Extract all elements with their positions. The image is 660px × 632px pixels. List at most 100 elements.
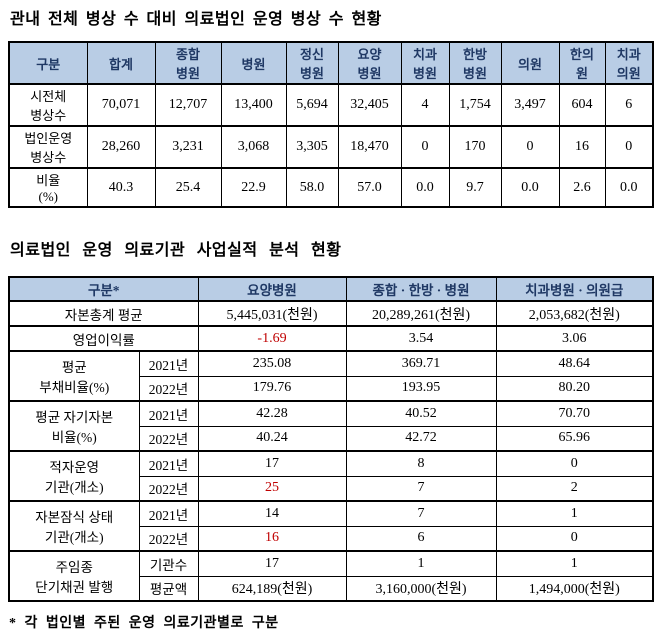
- table1-col-header: 치과 병원: [400, 41, 450, 85]
- table1-col-header: 한방 병원: [448, 41, 502, 85]
- table2-cell: 17: [197, 550, 347, 577]
- table1-cell: 0: [500, 125, 560, 169]
- table1-cell: 25.4: [154, 167, 222, 208]
- table1-col-header: 구분: [8, 41, 88, 85]
- row-capital-total-average: 자본총계 평균 5,445,031(천원) 20,289,261(천원) 2,0…: [8, 300, 654, 327]
- row-operating-profit-ratio: 영업이익률 -1.69 3.54 3.06: [8, 325, 654, 352]
- table1-cell: 3,305: [285, 125, 339, 169]
- table1-cell: 0: [400, 125, 450, 169]
- table2-col-header: 종합 · 한방 · 병원: [345, 276, 497, 302]
- table1-cell: 16: [558, 125, 606, 169]
- table1-cell: 22.9: [220, 167, 287, 208]
- table1-cell: 2.6: [558, 167, 606, 208]
- table2-cell: 235.08: [197, 350, 347, 377]
- table2-cell: 0: [495, 525, 654, 552]
- row-equity-ratio-2022: 2022년 40.24 42.72 65.96: [9, 425, 654, 452]
- table2-cell: 2: [495, 475, 654, 502]
- table2-cell: 20,289,261(천원): [345, 300, 497, 327]
- row-deficit-orgs-2022: 2022년 25 7 2: [9, 475, 654, 502]
- row-deficit-orgs-2021: 적자운영 기관(개소) 2021년 17 8 0: [8, 450, 654, 502]
- table2-cell-negative: 25: [197, 475, 347, 502]
- table1-row-corp-operated-beds: 법인운영 병상수 28,260 3,231 3,068 3,305 18,470…: [8, 125, 654, 169]
- row-label: 영업이익률: [8, 325, 199, 352]
- table2-cell: 193.95: [345, 375, 497, 402]
- table1-header-row: 구분 합계 종합 병원 병원 정신 병원 요양 병원 치과 병원 한방 병원 의…: [8, 41, 654, 85]
- table1-cell: 13,400: [220, 83, 287, 127]
- table1-cell: 170: [448, 125, 502, 169]
- table1-col-header: 정신 병원: [285, 41, 339, 85]
- footnote: * 각 법인별 주된 운영 의료기관별로 구분: [9, 616, 279, 631]
- table1-cell: 0.0: [400, 167, 450, 208]
- row-equity-ratio-2021: 평균 자기자본 비율(%) 2021년 42.28 40.52 70.70: [8, 400, 654, 452]
- table2-cell: 2,053,682(천원): [495, 300, 654, 327]
- row-impaired-capital-orgs-2022: 2022년 16 6 0: [9, 525, 654, 552]
- table1-col-header: 요양 병원: [337, 41, 402, 85]
- table1-cell: 70,071: [86, 83, 156, 127]
- table1-cell: 32,405: [337, 83, 402, 127]
- row-debt-ratio-2022: 2022년 179.76 193.95 80.20: [9, 375, 654, 402]
- table2-cell: 179.76: [197, 375, 347, 402]
- period-label: 2022년: [138, 475, 199, 502]
- table2-cell: 1: [495, 550, 654, 577]
- table2-header-row: 구분* 요양병원 종합 · 한방 · 병원 치과병원 · 의원급: [8, 276, 654, 302]
- table2-cell: 7: [345, 475, 497, 502]
- row-label: 법인운영 병상수: [8, 125, 88, 169]
- table2-cell: 8: [345, 450, 497, 477]
- business-performance-table: 구분* 요양병원 종합 · 한방 · 병원 치과병원 · 의원급 자본총계 평균…: [8, 276, 654, 602]
- period-label: 평균액: [138, 575, 199, 602]
- section-title-business-performance: 의료법인 운영 의료기관 사업실적 분석 현황: [10, 242, 342, 259]
- table2-cell: 1: [345, 550, 497, 577]
- table1-cell: 3,231: [154, 125, 222, 169]
- table2-cell: 40.52: [345, 400, 497, 427]
- table1-col-header: 종합 병원: [154, 41, 222, 85]
- table1-cell: 3,068: [220, 125, 287, 169]
- table2-cell: 17: [197, 450, 347, 477]
- table1-cell: 0.0: [604, 167, 654, 208]
- table2-cell: 6: [345, 525, 497, 552]
- table2-cell: 40.24: [197, 425, 347, 452]
- period-label: 2021년: [138, 450, 199, 477]
- table1-cell: 604: [558, 83, 606, 127]
- row-impaired-capital-orgs-2021: 자본잠식 상태 기관(개소) 2021년 14 7 1: [8, 500, 654, 552]
- period-label: 2021년: [138, 350, 199, 377]
- table1-cell: 4: [400, 83, 450, 127]
- table1-cell: 58.0: [285, 167, 339, 208]
- table1-row-city-total-beds: 시전체 병상수 70,071 12,707 13,400 5,694 32,40…: [8, 83, 654, 127]
- period-label: 2022년: [138, 425, 199, 452]
- table1-row-ratio: 비율 (%) 40.3 25.4 22.9 58.0 57.0 0.0 9.7 …: [8, 167, 654, 208]
- table2-cell: 80.20: [495, 375, 654, 402]
- table2-cell: 70.70: [495, 400, 654, 427]
- table2-cell: 48.64: [495, 350, 654, 377]
- table2-cell: 369.71: [345, 350, 497, 377]
- table2-cell: 0: [495, 450, 654, 477]
- table2-col-header: 요양병원: [197, 276, 347, 302]
- period-label: 기관수: [138, 550, 199, 577]
- table1-col-header: 합계: [86, 41, 156, 85]
- table1-col-header: 한의 원: [558, 41, 606, 85]
- table2-cell: 65.96: [495, 425, 654, 452]
- row-label: 자본잠식 상태 기관(개소): [8, 500, 140, 552]
- period-label: 2022년: [138, 525, 199, 552]
- document-page: { "page": { "title1": "관내 전체 병상 수 대비 의료법…: [0, 9, 660, 631]
- row-label: 적자운영 기관(개소): [8, 450, 140, 502]
- row-debt-ratio-2021: 평균 부채비율(%) 2021년 235.08 369.71 48.64: [8, 350, 654, 402]
- table1-cell: 57.0: [337, 167, 402, 208]
- table1-col-header: 치과 의원: [604, 41, 654, 85]
- table2-cell: 1: [495, 500, 654, 527]
- table1-cell: 5,694: [285, 83, 339, 127]
- table2-cell: 3.06: [495, 325, 654, 352]
- table1-cell: 0: [604, 125, 654, 169]
- table2-cell: 1,494,000(천원): [495, 575, 654, 602]
- period-label: 2022년: [138, 375, 199, 402]
- table1-cell: 1,754: [448, 83, 502, 127]
- table2-cell: 3.54: [345, 325, 497, 352]
- table1-col-header: 의원: [500, 41, 560, 85]
- table1-col-header: 병원: [220, 41, 287, 85]
- table1-cell: 12,707: [154, 83, 222, 127]
- row-bonds-org-count: 주임종 단기채권 발행 기관수 17 1 1: [8, 550, 654, 602]
- table2-cell-negative: -1.69: [197, 325, 347, 352]
- row-label: 비율 (%): [8, 167, 88, 208]
- table1-cell: 40.3: [86, 167, 156, 208]
- table2-cell-negative: 16: [197, 525, 347, 552]
- row-label: 평균 부채비율(%): [8, 350, 140, 402]
